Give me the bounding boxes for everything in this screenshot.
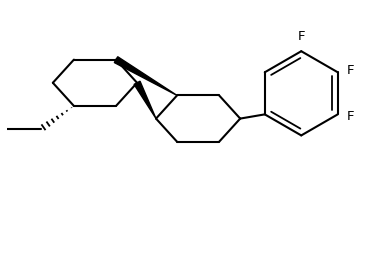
Polygon shape <box>134 81 156 119</box>
Text: F: F <box>347 110 354 123</box>
Polygon shape <box>114 57 177 96</box>
Text: F: F <box>347 64 354 77</box>
Text: F: F <box>298 30 305 43</box>
